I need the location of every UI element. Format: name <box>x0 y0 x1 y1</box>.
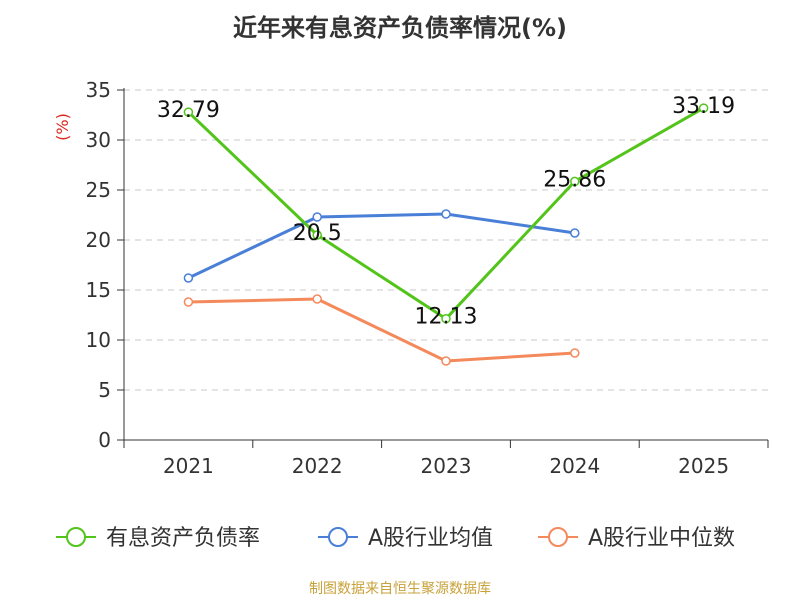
series-line <box>187 212 576 280</box>
data-label: 12.13 <box>415 305 478 330</box>
y-tick-label: 10 <box>86 328 111 352</box>
legend-swatch-marker <box>66 527 86 547</box>
x-tick-label: 2022 <box>292 454 343 478</box>
data-label: 20.5 <box>293 221 342 246</box>
legend-label: 有息资产负债率 <box>106 526 260 551</box>
data-label: 33.19 <box>672 94 735 119</box>
legend-swatch-marker <box>548 527 568 547</box>
data-point <box>183 273 194 283</box>
y-tick-label: 25 <box>86 178 111 202</box>
data-point <box>698 103 709 113</box>
data-point <box>570 228 580 238</box>
x-tick-label: 2024 <box>549 454 600 478</box>
data-point <box>183 107 194 117</box>
y-tick-label: 5 <box>98 378 111 402</box>
y-tick-label: 15 <box>86 278 111 302</box>
data-label: 32.79 <box>157 98 220 123</box>
legend-label: A股行业均值 <box>368 526 493 551</box>
y-tick-label: 35 <box>86 78 111 102</box>
y-tick-label: 20 <box>86 228 111 252</box>
data-point <box>183 297 194 307</box>
x-tick-label: 2021 <box>163 454 214 478</box>
y-axis-label: (%) <box>53 113 72 141</box>
data-point <box>441 313 451 324</box>
data-point <box>441 209 451 219</box>
data-point <box>312 212 322 222</box>
legend-swatch-marker <box>328 527 348 547</box>
x-tick-label: 2025 <box>678 454 729 478</box>
data-point <box>312 230 322 240</box>
x-tick-label: 2023 <box>421 454 472 478</box>
source-note: 制图数据来自恒生聚源数据库 <box>309 581 491 597</box>
data-point <box>570 348 580 358</box>
series-line <box>188 297 575 363</box>
data-point <box>441 356 451 366</box>
chart-title: 近年来有息资产负债率情况(%) <box>233 14 567 42</box>
y-tick-label: 30 <box>86 128 111 152</box>
data-label: 25.86 <box>543 167 606 192</box>
data-point <box>312 294 322 304</box>
data-point <box>570 176 580 187</box>
legend-label: A股行业中位数 <box>588 526 735 551</box>
y-tick-label: 0 <box>98 428 111 452</box>
